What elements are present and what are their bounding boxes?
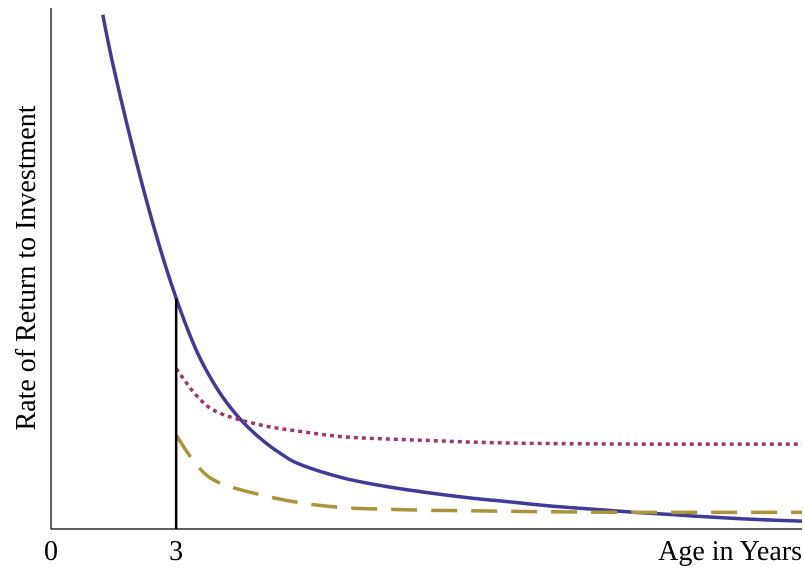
x-axis-label: Age in Years <box>658 536 802 567</box>
series-layer <box>101 14 803 523</box>
plot-area <box>50 8 803 530</box>
series-line-solid <box>101 14 803 523</box>
x-tick-label-3: 3 <box>169 536 183 567</box>
y-axis-label: Rate of Return to Investment <box>11 105 42 430</box>
series-line-dashed <box>174 434 802 515</box>
x-tick-label-0: 0 <box>44 536 58 567</box>
series-line-dotted <box>174 367 802 446</box>
